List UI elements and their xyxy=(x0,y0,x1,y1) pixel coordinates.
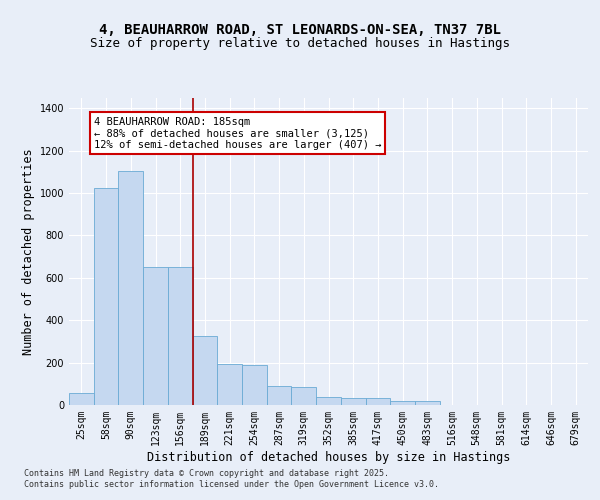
Bar xyxy=(193,336,217,405)
X-axis label: Distribution of detached houses by size in Hastings: Distribution of detached houses by size … xyxy=(147,450,510,464)
Text: 4, BEAUHARROW ROAD, ST LEONARDS-ON-SEA, TN37 7BL: 4, BEAUHARROW ROAD, ST LEONARDS-ON-SEA, … xyxy=(99,22,501,36)
Bar xyxy=(292,387,316,405)
Bar xyxy=(118,170,143,405)
Bar xyxy=(365,398,390,405)
Text: Size of property relative to detached houses in Hastings: Size of property relative to detached ho… xyxy=(90,38,510,51)
Bar xyxy=(69,394,94,405)
Text: Contains public sector information licensed under the Open Government Licence v3: Contains public sector information licen… xyxy=(24,480,439,489)
Bar xyxy=(390,401,415,405)
Bar xyxy=(94,188,118,405)
Bar xyxy=(267,386,292,405)
Text: 4 BEAUHARROW ROAD: 185sqm
← 88% of detached houses are smaller (3,125)
12% of se: 4 BEAUHARROW ROAD: 185sqm ← 88% of detac… xyxy=(94,116,381,150)
Bar xyxy=(242,364,267,405)
Text: Contains HM Land Registry data © Crown copyright and database right 2025.: Contains HM Land Registry data © Crown c… xyxy=(24,468,389,477)
Bar xyxy=(168,267,193,405)
Bar xyxy=(143,267,168,405)
Y-axis label: Number of detached properties: Number of detached properties xyxy=(22,148,35,354)
Bar xyxy=(316,396,341,405)
Bar xyxy=(341,398,365,405)
Bar xyxy=(415,401,440,405)
Bar xyxy=(217,364,242,405)
